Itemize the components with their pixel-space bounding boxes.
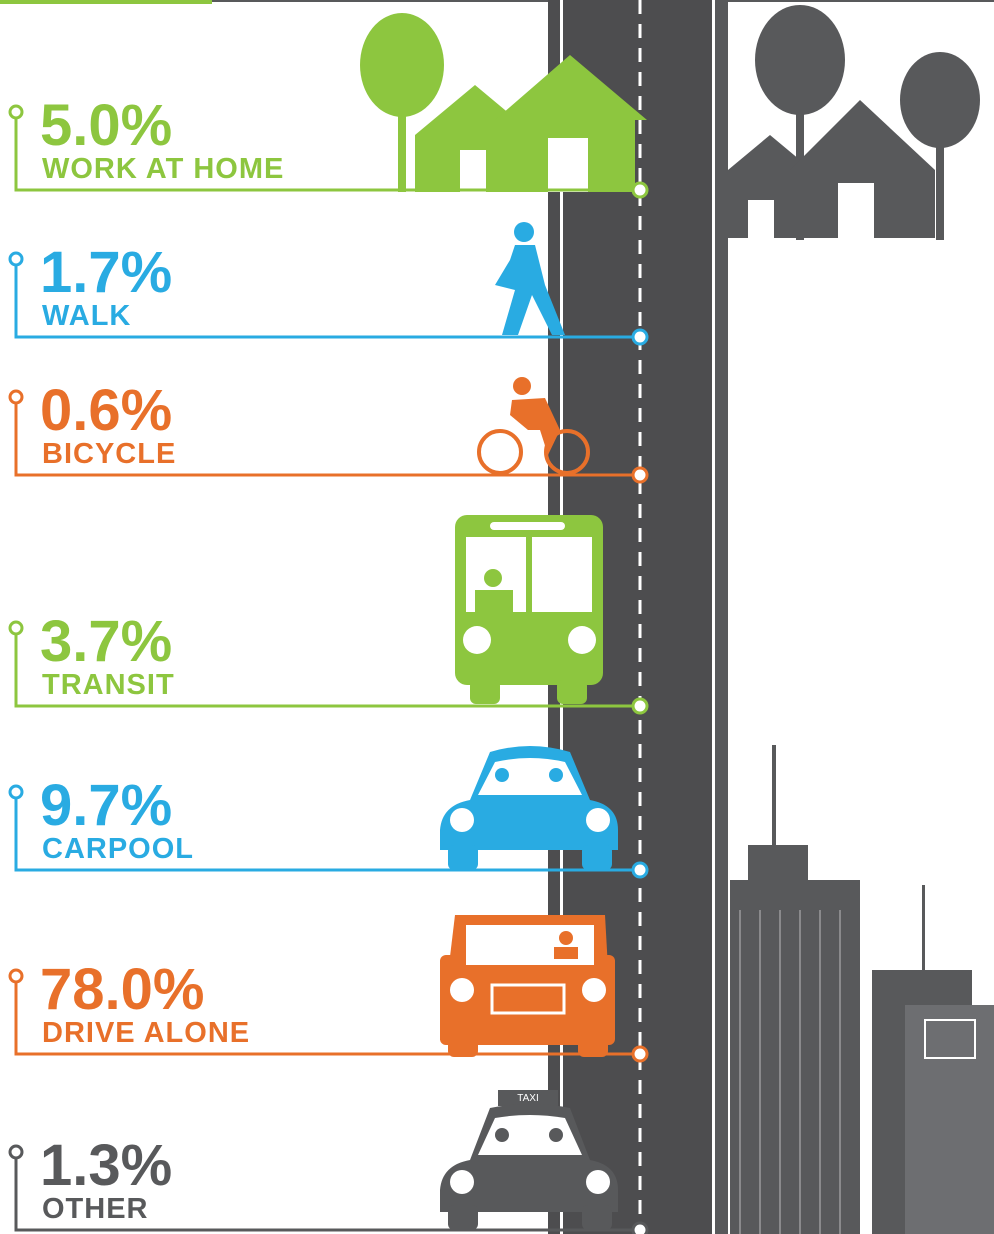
buildings [730, 745, 994, 1234]
leader-end [631, 861, 649, 879]
green-house-doors [460, 138, 588, 192]
carpool-car [440, 746, 618, 870]
leader-line [14, 798, 640, 872]
leader-end [631, 466, 649, 484]
mode-label: CARPOOL [42, 833, 194, 865]
leader-end [631, 181, 649, 199]
taxi-sign: TAXI [517, 1093, 538, 1104]
top-accent [0, 0, 212, 4]
sidewalk [715, 0, 728, 1234]
mode-label: BICYCLE [42, 438, 176, 470]
taxi [440, 1090, 618, 1230]
mode-label: TRANSIT [42, 669, 175, 701]
leader-start [8, 104, 24, 120]
mode-label: OTHER [42, 1193, 149, 1225]
cyclist [477, 377, 590, 475]
percent: 1.7% [40, 240, 172, 305]
leader-end [631, 1221, 649, 1234]
green-houses [360, 13, 647, 192]
leader-line [14, 1158, 640, 1232]
drive-alone-car [440, 915, 615, 1057]
leader-line [14, 634, 640, 708]
leader-line [14, 403, 640, 477]
leader-end [631, 328, 649, 346]
leader-start [8, 968, 24, 984]
leader-start [8, 784, 24, 800]
road-edge [712, 0, 715, 1234]
mode-label: WALK [42, 300, 131, 332]
percent: 1.3% [40, 1133, 172, 1198]
percent: 0.6% [40, 378, 172, 443]
rows: 5.0%WORK AT HOME1.7%WALK0.6%BICYCLE3.7%T… [8, 93, 649, 1234]
building-window [924, 1019, 976, 1059]
gray-house-doors [748, 183, 874, 238]
walker [495, 222, 565, 335]
leader-line [14, 982, 640, 1056]
percent: 78.0% [40, 957, 204, 1022]
bus [455, 515, 603, 704]
mode-label: DRIVE ALONE [42, 1017, 250, 1049]
percent: 9.7% [40, 773, 172, 838]
leader-line [14, 265, 640, 339]
leader-start [8, 1144, 24, 1160]
leader-start [8, 389, 24, 405]
leader-end [631, 1045, 649, 1063]
leader-end [631, 697, 649, 715]
percent: 5.0% [40, 93, 172, 158]
mode-label: WORK AT HOME [42, 153, 284, 185]
leader-start [8, 620, 24, 636]
building-windows [739, 910, 841, 1234]
leader-line [14, 118, 640, 192]
percent: 3.7% [40, 609, 172, 674]
gray-houses [728, 5, 980, 240]
leader-start [8, 251, 24, 267]
